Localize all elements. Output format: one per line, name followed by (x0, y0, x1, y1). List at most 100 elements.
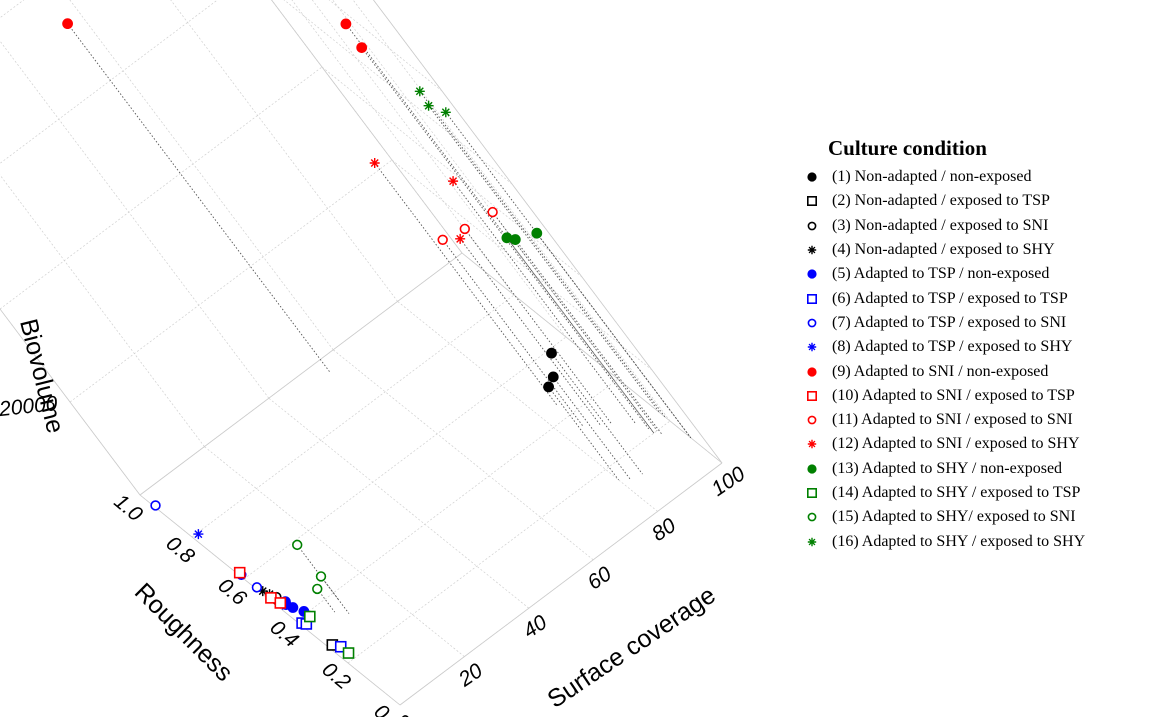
legend-marker (807, 293, 817, 304)
data-point (531, 227, 543, 239)
legend-entry-label: (3) Non-adapted / exposed to SNI (832, 216, 1049, 234)
legend-marker (807, 488, 817, 498)
y-tick-label: 0.8 (162, 532, 199, 569)
open-square-marker-icon (807, 488, 817, 498)
data-point (287, 602, 299, 613)
open-circle-marker-icon (807, 415, 817, 425)
legend-marker (807, 464, 817, 474)
grid-lines (0, 0, 723, 706)
legend-marker (807, 318, 817, 328)
data-point (423, 100, 434, 111)
data-point (440, 107, 451, 118)
box-edge (271, 0, 463, 254)
legend-entry: (14) Adapted to SHY / exposed to TSP (800, 481, 1165, 505)
data-point (257, 586, 268, 597)
legend-marker (807, 512, 817, 522)
gridline-y-side (332, 0, 619, 380)
legend-entry: (1) Non-adapted / non-exposed (800, 165, 1165, 189)
drop-line (67, 23, 331, 373)
open-square-marker-icon (807, 390, 817, 401)
data-point (369, 158, 380, 168)
asterisk-marker-icon (807, 245, 817, 255)
y-tick-label: 1.0 (110, 490, 147, 527)
gridline-x-floor (204, 446, 465, 657)
gridline-z-back (0, 0, 25, 19)
legend-entry: (16) Adapted to SHY / exposed to SHY (800, 529, 1165, 553)
drop-line (320, 576, 350, 614)
gridline-z-side (283, 0, 513, 185)
legend-entry-label: (2) Non-adapted / exposed to TSP (832, 192, 1050, 210)
drop-line (374, 162, 558, 406)
legend-entry: (2) Non-adapted / exposed to TSP (800, 189, 1165, 213)
legend-entry: (15) Adapted to SHY/ exposed to SNI (800, 505, 1165, 529)
open-square-marker-icon (807, 293, 817, 304)
legend-entry: (6) Adapted to TSP / exposed to TSP (800, 286, 1165, 310)
gridline-y-side (291, 0, 515, 296)
data-point (274, 597, 287, 609)
drop-line (551, 352, 643, 475)
open-circle-marker-icon (807, 221, 817, 231)
legend-marker (807, 440, 817, 449)
legend-marker (807, 269, 817, 279)
gridline-y-side (373, 0, 723, 464)
legend-entry-label: (15) Adapted to SHY/ exposed to SNI (832, 508, 1076, 526)
drop-line (452, 180, 636, 424)
gridline-x-back (170, 0, 398, 302)
drop-line (445, 112, 692, 439)
gridline-x-back (0, 308, 141, 496)
data-point (448, 176, 459, 187)
box-edge (0, 0, 112, 30)
data-point (150, 500, 161, 511)
gridline-y-floor (191, 294, 515, 538)
gridline-z-back (0, 0, 218, 164)
gridline-y-floor (139, 252, 463, 496)
legend-entry: (5) Adapted to TSP / non-exposed (800, 262, 1165, 286)
legend-entry: (13) Adapted to SHY / non-exposed (800, 457, 1165, 481)
x-tick-label: 80 (648, 514, 680, 546)
data-point (334, 640, 347, 653)
legend-marker (807, 196, 817, 207)
legend-marker (807, 343, 817, 352)
legend-marker (807, 537, 817, 546)
asterisk-marker-icon (807, 440, 817, 449)
data-point (546, 347, 557, 359)
gridline-y-side (271, 0, 463, 254)
filled-circle-marker-icon (807, 269, 817, 279)
gridline-x-back (0, 174, 205, 447)
legend-marker (807, 172, 817, 182)
legend-entry: (11) Adapted to SNI / exposed to SNI (800, 408, 1165, 432)
drop-line (552, 376, 631, 480)
data-point (340, 18, 352, 30)
gridline-z-back (0, 66, 323, 310)
data-point (292, 539, 303, 551)
y-tick-label: 0.0 (370, 700, 407, 717)
data-point (509, 234, 521, 245)
open-circle-marker-icon (807, 512, 817, 522)
data-point (437, 234, 448, 246)
x-tick-label: 20 (454, 659, 487, 692)
legend-entry: (3) Non-adapted / exposed to SNI (800, 214, 1165, 238)
gridline-x-back (0, 40, 270, 399)
data-point (547, 371, 559, 383)
legend-entry: (12) Adapted to SNI / exposed to SHY (800, 432, 1165, 456)
gridline-z-back (0, 0, 112, 30)
drop-line (536, 232, 692, 439)
legend-entry-label: (13) Adapted to SHY / non-exposed (832, 459, 1063, 477)
legend-entry-label: (1) Non-adapted / non-exposed (832, 168, 1032, 186)
legend-entry-label: (7) Adapted to TSP / exposed to SNI (832, 313, 1067, 331)
drop-line (428, 105, 660, 413)
drop-line (464, 228, 613, 425)
data-point (265, 592, 277, 604)
legend-entry-label: (5) Adapted to TSP / non-exposed (832, 265, 1050, 283)
filled-circle-marker-icon (807, 366, 817, 377)
gridline-z-side (321, 66, 583, 278)
drop-lines (67, 23, 692, 614)
y-tick-label: 0.2 (318, 658, 355, 695)
legend-entry-label: (10) Adapted to SNI / exposed to TSP (832, 386, 1075, 404)
x-tick-label: 60 (583, 562, 615, 594)
gridline-y-floor (347, 420, 671, 664)
legend-entry: (4) Non-adapted / exposed to SHY (800, 238, 1165, 262)
legend-entry: (9) Adapted to SNI / non-exposed (800, 359, 1165, 383)
legend-entry: (8) Adapted to TSP / exposed to SHY (800, 335, 1165, 359)
drop-line (459, 238, 601, 426)
